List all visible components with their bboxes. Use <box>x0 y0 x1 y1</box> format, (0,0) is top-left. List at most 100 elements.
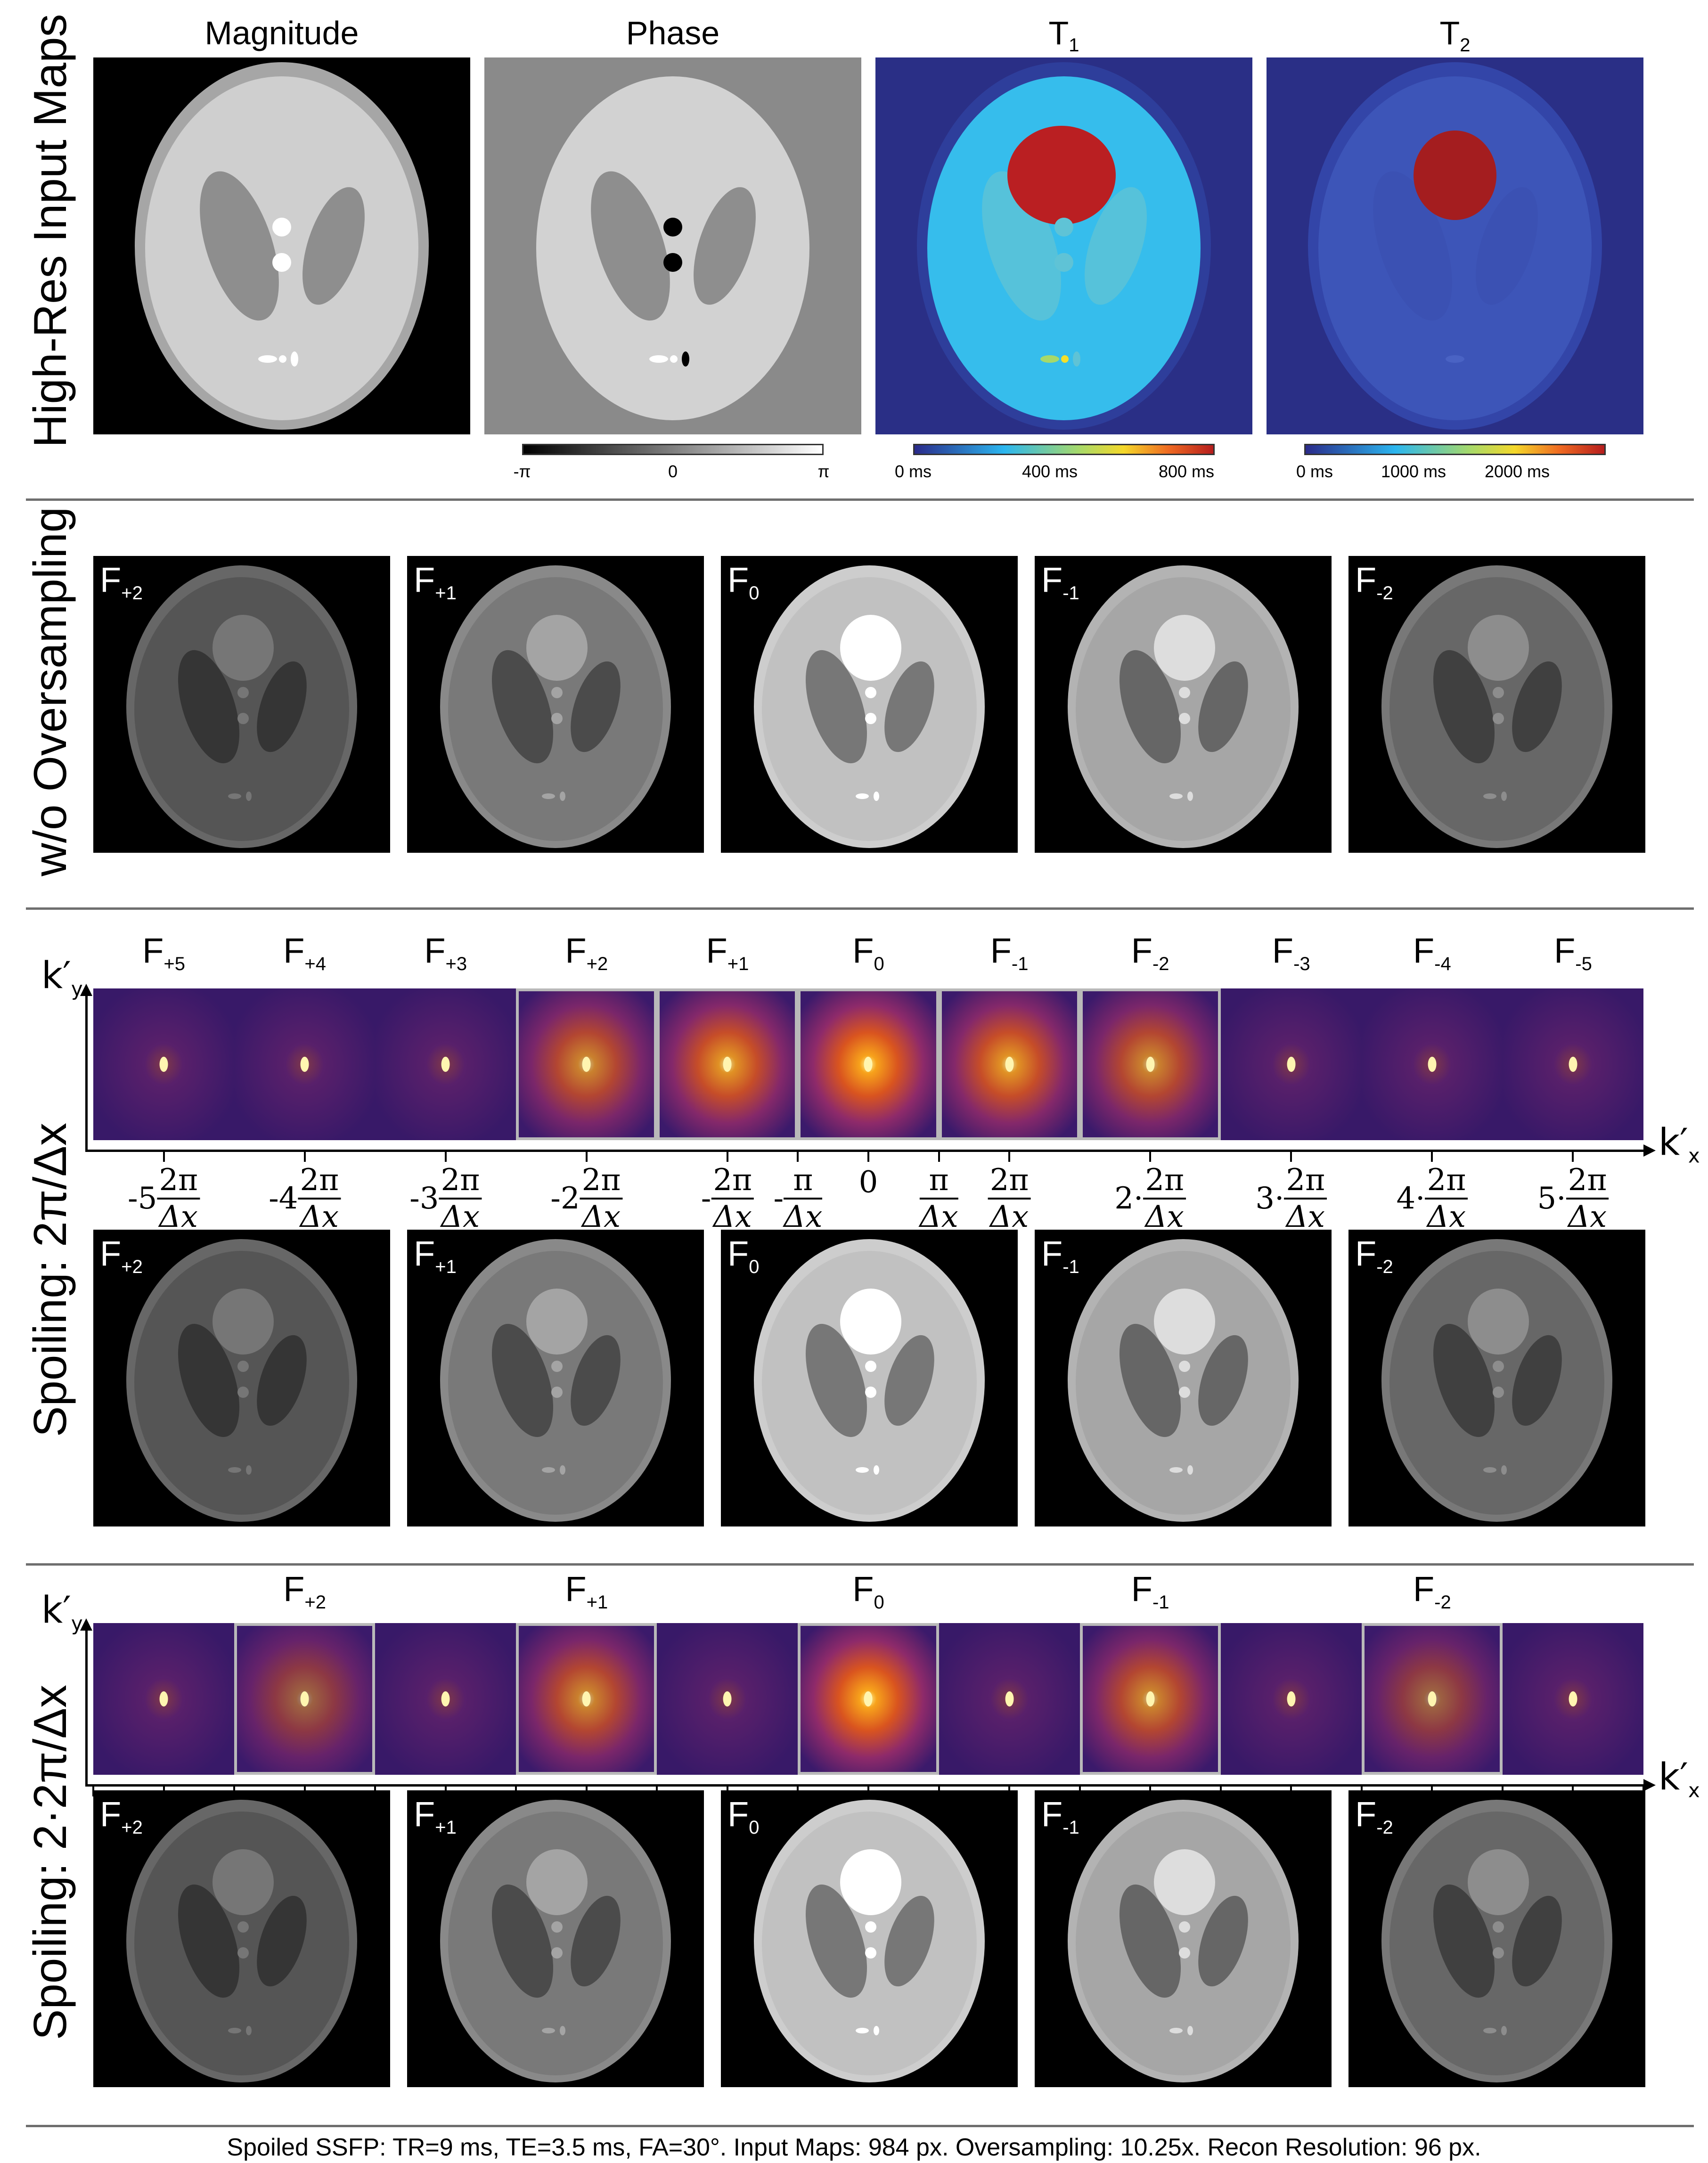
kspace-tile <box>93 1623 235 1775</box>
image-panel: F0 <box>721 556 1018 853</box>
kx-tick-label: 2· 2π Δx <box>1114 1163 1186 1234</box>
kspace-tile <box>939 1623 1080 1775</box>
kspace-tile <box>798 988 939 1140</box>
image-panel: F0 <box>721 1790 1018 2087</box>
kx-tick-label: -2π Δx <box>701 1163 754 1234</box>
kx-tick-label: 0 <box>858 1165 878 1200</box>
phase-colorbar-max: π <box>817 462 830 481</box>
kspace-tile <box>375 988 516 1140</box>
image-panel: F+1 <box>407 1790 704 2087</box>
title-t1: T1 <box>1048 15 1079 56</box>
kx-tick-label: 2π Δx <box>988 1163 1031 1234</box>
kx-tick-label: 4· 2π Δx <box>1396 1163 1468 1234</box>
kx-tick-label: 3· 2π Δx <box>1255 1163 1327 1234</box>
kspace-tile <box>1220 988 1362 1140</box>
phase-colorbar-min: -π <box>513 462 531 481</box>
kx-axis-arrow-2 <box>1643 1779 1656 1791</box>
panel-label: F+1 <box>414 560 457 604</box>
kx-tick-label: -4 2π Δx <box>269 1163 341 1234</box>
kspace-title: F+4 <box>283 931 327 974</box>
t2-colorbar-max: 2000 ms <box>1484 462 1550 481</box>
kx-tick <box>726 1151 728 1162</box>
separator-3 <box>26 1563 1694 1566</box>
kspace-tile <box>1220 1623 1362 1775</box>
kspace-title: F+2 <box>565 931 608 974</box>
kspace-strip-spoiling-2 <box>93 1623 1643 1775</box>
kx-tick <box>1572 1151 1574 1162</box>
panel-label: F-2 <box>1355 560 1393 604</box>
kspace-tile <box>1502 1623 1643 1775</box>
kx-tick-label: 5· 2π Δx <box>1537 1163 1609 1234</box>
kx-tick <box>1431 1151 1433 1162</box>
image-panel: F+1 <box>407 1230 704 1526</box>
image-panel: F-1 <box>1035 1790 1332 2087</box>
separator-4 <box>26 2125 1694 2127</box>
t2-colorbar-min: 0 ms <box>1296 462 1333 481</box>
kx-tick-label: -5 2π Δx <box>128 1163 200 1234</box>
panel-label: F-2 <box>1355 1234 1393 1277</box>
kspace-strip-spoiling-1 <box>93 988 1643 1140</box>
kx-tick <box>1290 1151 1292 1162</box>
image-panel: F-1 <box>1035 1230 1332 1526</box>
kspace-title: F+1 <box>565 1569 608 1613</box>
separator-2 <box>26 907 1694 910</box>
panel-label: F-1 <box>1041 560 1079 604</box>
title-t2: T2 <box>1439 15 1471 56</box>
row-label-spoiling-2: Spoiling: 2·2π/Δx <box>24 1684 76 2040</box>
kx-axis-2 <box>85 1784 1645 1787</box>
kspace-tile <box>516 1623 657 1775</box>
kx-tick-label: -2 2π Δx <box>550 1163 623 1234</box>
kx-tick <box>585 1151 588 1162</box>
kspace-title: F0 <box>852 931 884 974</box>
kx-tick <box>867 1151 869 1162</box>
t1-map <box>875 57 1252 434</box>
panel-label: F+2 <box>100 560 143 604</box>
row-label-input-maps: High-Res Input Maps <box>24 14 76 448</box>
image-panel: F-1 <box>1035 556 1332 853</box>
kspace-tile <box>1079 1623 1221 1775</box>
kspace-title: F-5 <box>1554 931 1592 974</box>
t1-colorbar-max: 800 ms <box>1158 462 1215 481</box>
footer-caption: Spoiled SSFP: TR=9 ms, TE=3.5 ms, FA=30°… <box>227 2134 1481 2161</box>
kspace-tile <box>939 988 1080 1140</box>
kx-tick-label: - π Δx <box>773 1163 823 1234</box>
kx-axis-arrow-1 <box>1643 1144 1656 1157</box>
kx-axis-label-2: k′x <box>1659 1756 1700 1802</box>
kx-tick <box>303 1151 306 1162</box>
t2-map <box>1267 57 1643 434</box>
ky-axis-1 <box>85 988 88 1151</box>
panel-label: F-1 <box>1041 1234 1079 1277</box>
image-panel: F-2 <box>1348 556 1645 853</box>
image-panel: F+2 <box>93 556 390 853</box>
kspace-title: F-1 <box>990 931 1029 974</box>
panel-label: F0 <box>727 1234 760 1277</box>
kspace-tile <box>93 988 235 1140</box>
kspace-title: F+5 <box>142 931 185 974</box>
magnitude-map <box>93 57 470 434</box>
ky-axis-label-1: k′y <box>41 955 83 1001</box>
kspace-title: F0 <box>852 1569 884 1613</box>
kspace-tile <box>234 988 376 1140</box>
separator-1 <box>26 498 1694 501</box>
kspace-tile <box>1361 1623 1503 1775</box>
phase-colorbar-mid: 0 <box>668 462 678 481</box>
kx-tick <box>444 1151 447 1162</box>
ky-axis-arrow-2 <box>80 1618 92 1631</box>
kx-tick <box>938 1151 940 1162</box>
title-magnitude: Magnitude <box>204 15 359 51</box>
kspace-tile <box>657 988 798 1140</box>
kspace-tile-frame <box>798 988 939 1140</box>
kx-tick-label: π Δx <box>919 1163 958 1234</box>
kspace-title: F-2 <box>1413 1569 1451 1613</box>
row-label-spoiling-1: Spoiling: 2π/Δx <box>24 1123 76 1437</box>
panel-label: F+2 <box>100 1234 143 1277</box>
kspace-tile-frame <box>939 988 1080 1140</box>
image-panel: F0 <box>721 1230 1018 1526</box>
kx-tick <box>1149 1151 1152 1162</box>
kspace-tile-frame <box>516 988 657 1140</box>
panel-label: F+1 <box>414 1795 457 1838</box>
kspace-tile-frame <box>1079 1623 1221 1775</box>
kspace-tile-frame <box>1079 988 1221 1140</box>
kspace-title: F+1 <box>706 931 749 974</box>
row-label-no-oversampling: w/o Oversampling <box>24 506 76 876</box>
